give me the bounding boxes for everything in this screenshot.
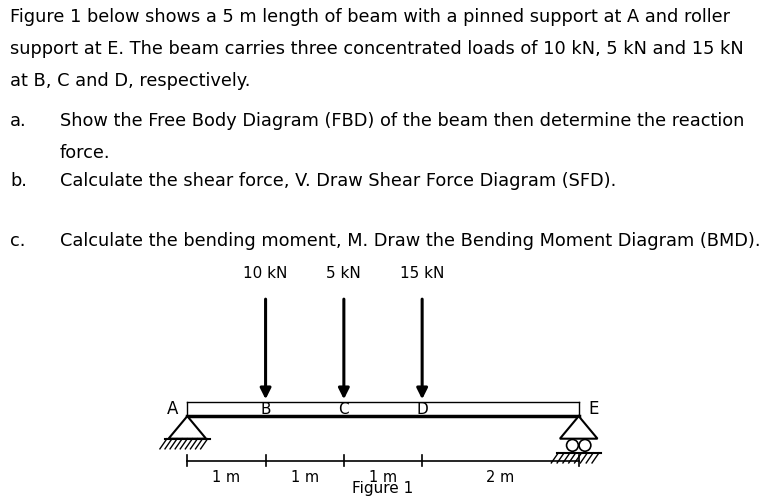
Text: A: A <box>166 400 178 418</box>
Text: Calculate the shear force, V. Draw Shear Force Diagram (SFD).: Calculate the shear force, V. Draw Shear… <box>60 172 617 190</box>
Text: 1 m: 1 m <box>369 470 397 485</box>
Text: 10 kN: 10 kN <box>244 266 288 281</box>
Text: at B, C and D, respectively.: at B, C and D, respectively. <box>10 72 250 90</box>
Polygon shape <box>188 402 578 416</box>
Text: B: B <box>260 402 271 417</box>
Text: Figure 1: Figure 1 <box>352 480 414 495</box>
Text: 1 m: 1 m <box>212 470 241 485</box>
Text: support at E. The beam carries three concentrated loads of 10 kN, 5 kN and 15 kN: support at E. The beam carries three con… <box>10 40 744 58</box>
Text: 15 kN: 15 kN <box>400 266 444 281</box>
Text: D: D <box>416 402 428 417</box>
Text: Calculate the bending moment, M. Draw the Bending Moment Diagram (BMD).: Calculate the bending moment, M. Draw th… <box>60 232 761 250</box>
Text: C: C <box>339 402 349 417</box>
Text: a.: a. <box>10 112 27 130</box>
Text: 1 m: 1 m <box>290 470 319 485</box>
Polygon shape <box>169 416 206 439</box>
Text: 5 kN: 5 kN <box>326 266 362 281</box>
Text: c.: c. <box>10 232 25 250</box>
Text: Show the Free Body Diagram (FBD) of the beam then determine the reaction: Show the Free Body Diagram (FBD) of the … <box>60 112 745 130</box>
Text: force.: force. <box>60 144 110 162</box>
Circle shape <box>579 439 591 451</box>
Text: b.: b. <box>10 172 27 190</box>
Text: Figure 1 below shows a 5 m length of beam with a pinned support at A and roller: Figure 1 below shows a 5 m length of bea… <box>10 8 730 26</box>
Polygon shape <box>560 416 597 439</box>
Circle shape <box>567 439 578 451</box>
Text: E: E <box>588 400 598 418</box>
Text: 2 m: 2 m <box>486 470 515 485</box>
